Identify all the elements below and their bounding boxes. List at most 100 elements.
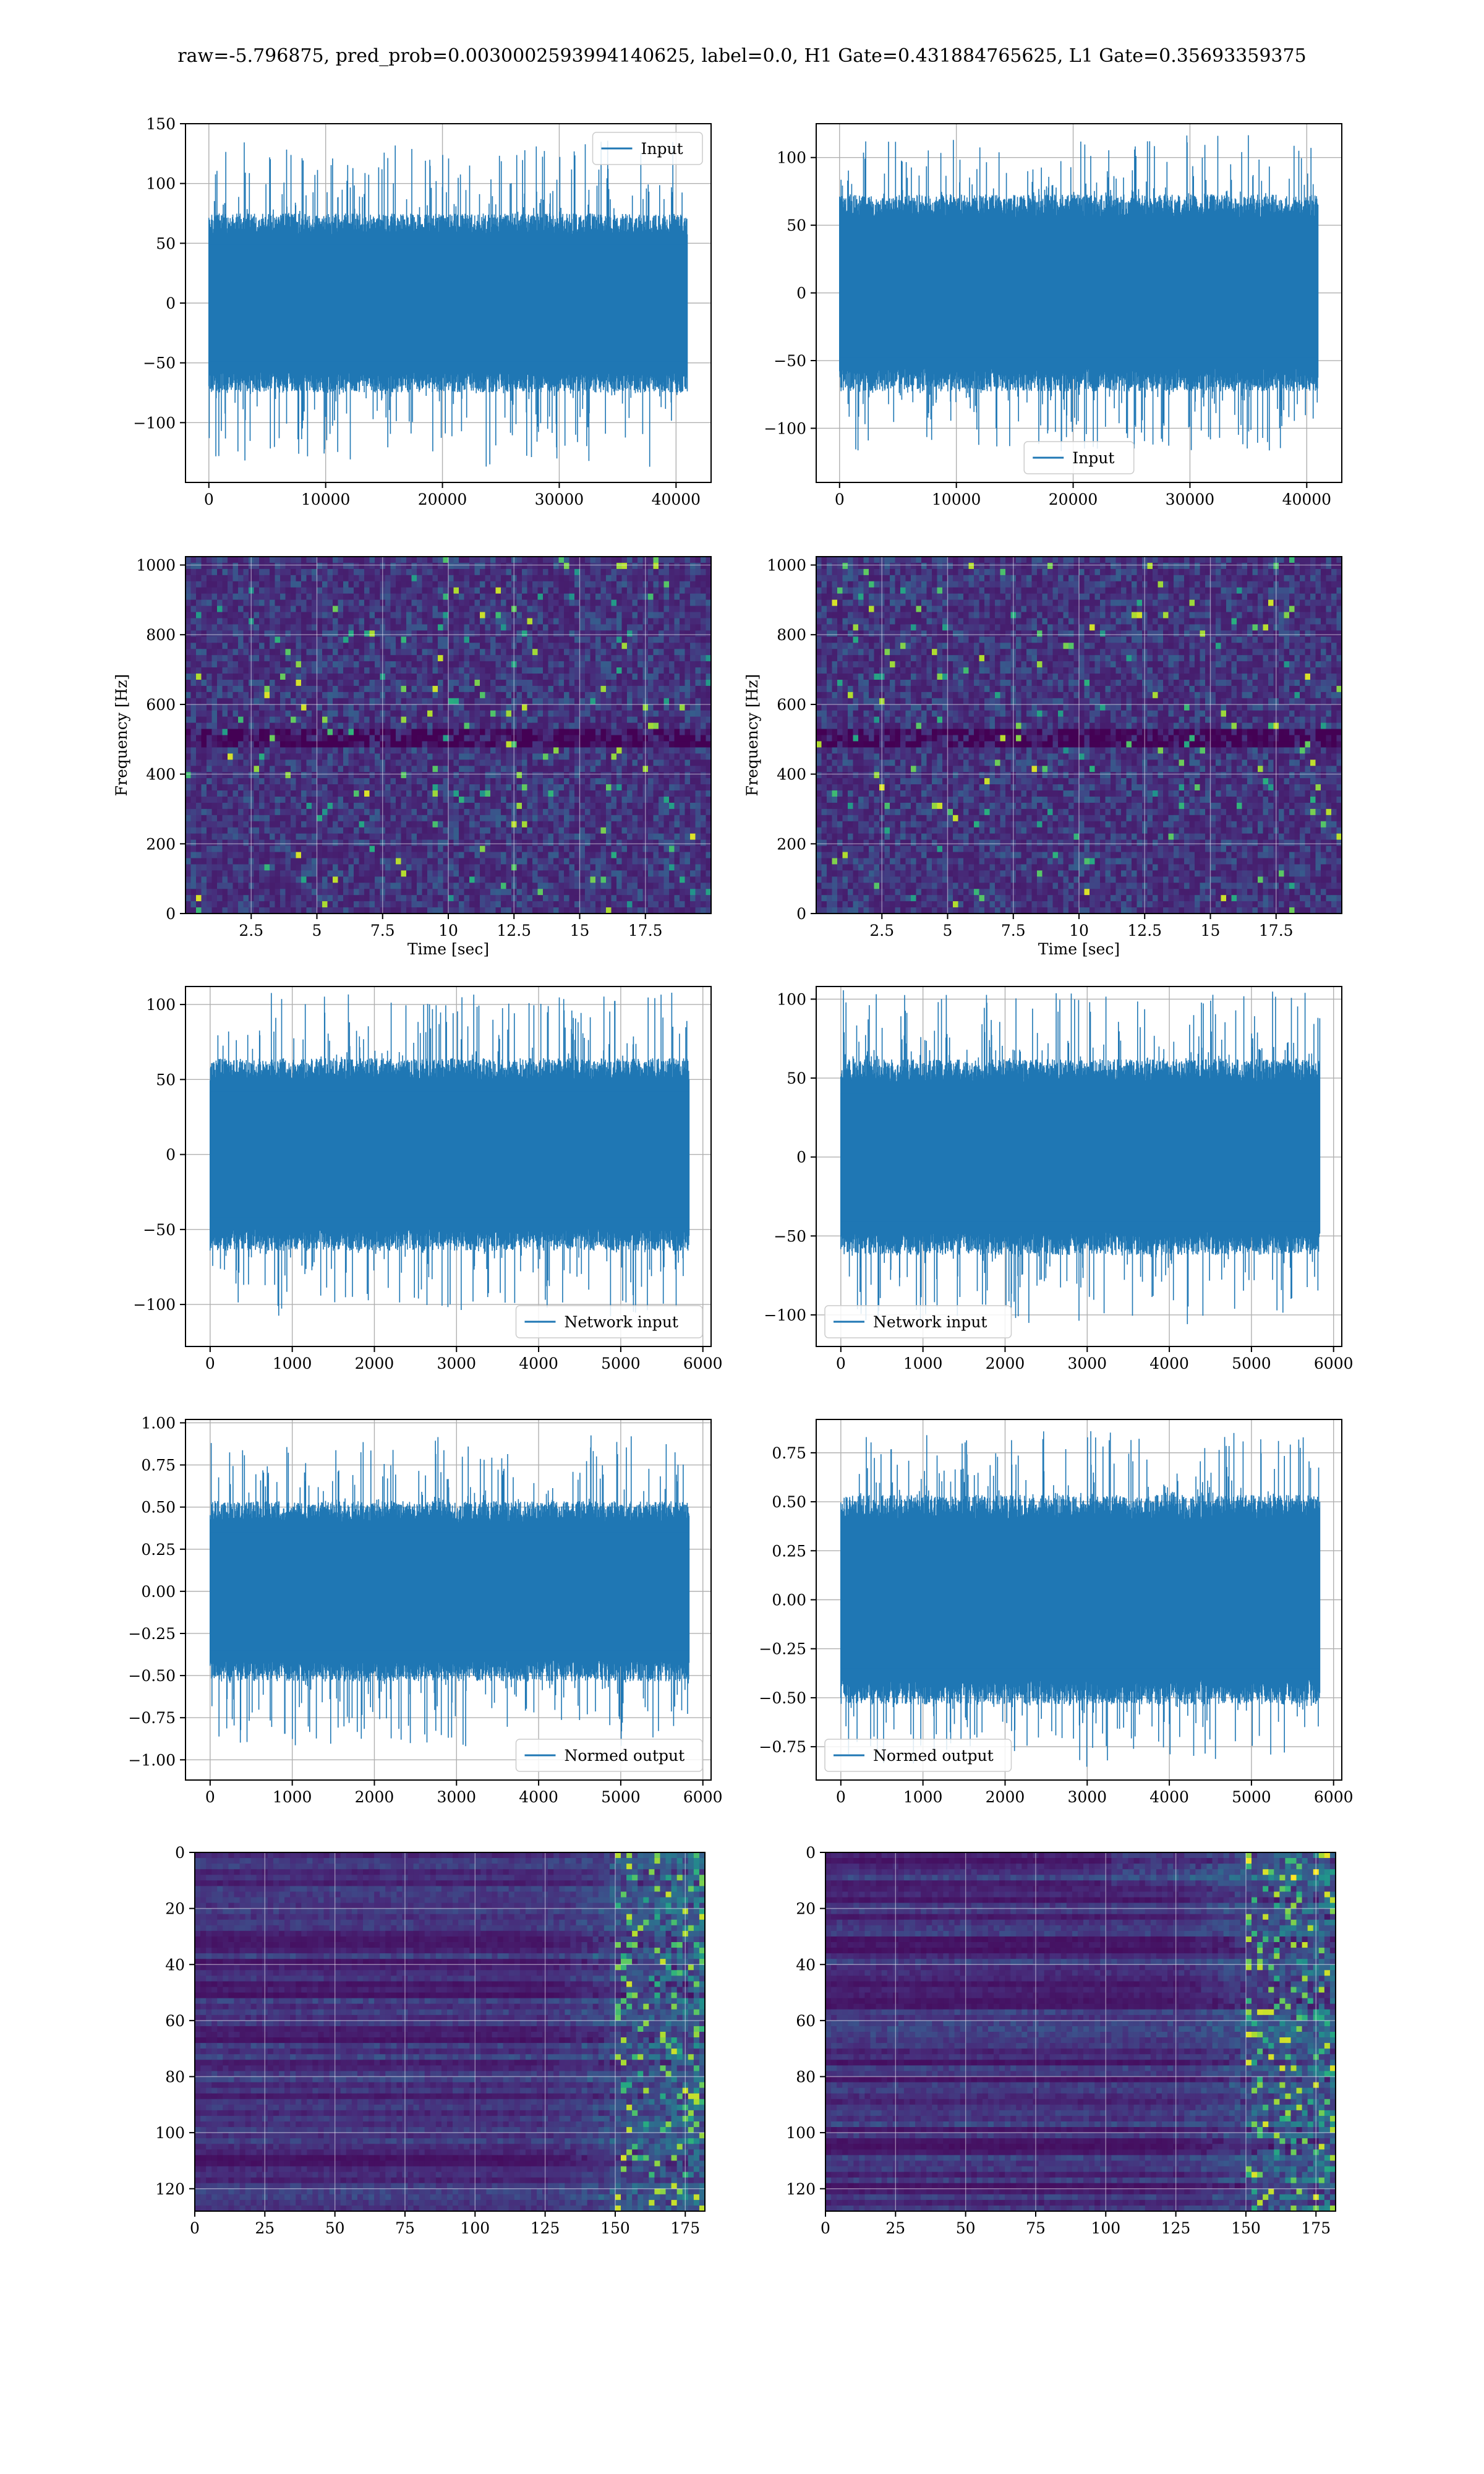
l1-normed-output-xtick-label-3: 3000 bbox=[1067, 1788, 1107, 1806]
figure-suptitle: raw=-5.796875, pred_prob=0.0030002593994… bbox=[177, 45, 1306, 67]
h1-network-input-series-core bbox=[210, 1092, 689, 1218]
h1-spectrogram-xtick-label-0: 2.5 bbox=[239, 922, 263, 940]
h1-network-input-xtick-label-2: 2000 bbox=[355, 1355, 394, 1372]
h1-normed-output-series-core bbox=[210, 1533, 689, 1651]
l1-input-legend-label: Input bbox=[1072, 449, 1114, 467]
l1-network-input-xtick-label-3: 3000 bbox=[1067, 1355, 1107, 1372]
h1-feature-map-ytick-label-4: 80 bbox=[165, 2068, 185, 2086]
h1-input-ytick-label-1: −50 bbox=[143, 354, 176, 372]
l1-feature-map-ytick-label-1: 20 bbox=[796, 1900, 816, 1918]
h1-feature-map-xtick-label-7: 175 bbox=[670, 2219, 700, 2237]
h1-network-input-ytick-label-4: 100 bbox=[146, 996, 176, 1014]
h1-feature-map-ytick-label-3: 60 bbox=[165, 2012, 185, 2030]
l1-feature-map-ytick-label-3: 60 bbox=[796, 2012, 816, 2030]
h1-input-ytick-label-2: 0 bbox=[166, 294, 176, 312]
l1-feature-map-xtick-label-2: 50 bbox=[956, 2219, 976, 2237]
h1-normed-output-ytick-label-2: −0.50 bbox=[128, 1667, 176, 1685]
h1-spectrogram-ytick-label-2: 400 bbox=[146, 766, 176, 784]
h1-spectrogram-ytick-label-1: 200 bbox=[146, 835, 176, 853]
l1-normed-output-ytick-label-1: −0.50 bbox=[759, 1689, 806, 1707]
l1-spectrogram-ytick-label-0: 0 bbox=[796, 905, 806, 923]
l1-spectrogram-xtick-label-2: 7.5 bbox=[1001, 922, 1026, 940]
l1-feature-map-xtick-label-7: 175 bbox=[1301, 2219, 1331, 2237]
subplot-h1-normed-output: 0 1000 2000 3000 4000 5000 6000−1.00−0.75−0.50… bbox=[128, 1414, 722, 1806]
l1-spectrogram-xtick-label-5: 15 bbox=[1201, 922, 1221, 940]
l1-network-input-ytick-label-1: −50 bbox=[774, 1227, 806, 1245]
h1-normed-output-ytick-label-4: 0.00 bbox=[141, 1583, 176, 1601]
l1-network-input-xtick-label-4: 4000 bbox=[1149, 1355, 1189, 1372]
l1-input-ytick-label-3: 50 bbox=[787, 216, 806, 234]
l1-feature-map-ytick-label-5: 100 bbox=[786, 2124, 816, 2142]
l1-feature-map-xtick-label-3: 75 bbox=[1026, 2219, 1046, 2237]
l1-feature-map-image bbox=[825, 1852, 1336, 2212]
h1-network-input-ytick-label-3: 50 bbox=[156, 1071, 176, 1089]
l1-normed-output-ytick-label-4: 0.25 bbox=[772, 1542, 806, 1560]
subplot-l1-network-input: 0 1000 2000 3000 4000 5000 6000−100−50050100Ne… bbox=[764, 987, 1353, 1372]
h1-feature-map-image bbox=[195, 1852, 706, 2212]
l1-feature-map-ytick-label-2: 40 bbox=[796, 1956, 816, 1974]
h1-normed-output-ytick-label-7: 0.75 bbox=[141, 1457, 176, 1475]
h1-spectrogram-xtick-label-3: 10 bbox=[438, 922, 458, 940]
h1-network-input-xtick-label-5: 5000 bbox=[601, 1355, 641, 1372]
h1-input-xtick-label-3: 30000 bbox=[535, 490, 584, 508]
h1-network-input-xtick-label-6: 6000 bbox=[683, 1355, 723, 1372]
l1-network-input-ytick-label-2: 0 bbox=[796, 1149, 806, 1166]
l1-normed-output-ytick-label-2: −0.25 bbox=[759, 1640, 806, 1658]
l1-normed-output-legend: Normed output bbox=[825, 1739, 1012, 1771]
h1-normed-output-ytick-label-5: 0.25 bbox=[141, 1541, 176, 1559]
l1-normed-output-legend-label: Normed output bbox=[873, 1747, 994, 1765]
l1-normed-output-xtick-label-0: 0 bbox=[836, 1788, 846, 1806]
l1-network-input-ytick-label-3: 50 bbox=[787, 1069, 806, 1087]
h1-network-input-ytick-label-2: 0 bbox=[166, 1146, 176, 1164]
l1-network-input-xtick-label-2: 2000 bbox=[986, 1355, 1025, 1372]
l1-normed-output-xtick-label-1: 1000 bbox=[903, 1788, 943, 1806]
l1-spectrogram-ylabel: Frequency [Hz] bbox=[743, 674, 761, 797]
l1-network-input-xtick-label-5: 5000 bbox=[1232, 1355, 1271, 1372]
h1-network-input-xtick-label-3: 3000 bbox=[437, 1355, 476, 1372]
l1-normed-output-xtick-label-2: 2000 bbox=[986, 1788, 1025, 1806]
h1-network-input-xtick-label-0: 0 bbox=[205, 1355, 215, 1372]
h1-input-xtick-label-1: 10000 bbox=[301, 490, 351, 508]
l1-normed-output-ytick-label-6: 0.75 bbox=[772, 1444, 806, 1462]
l1-input-series-core bbox=[840, 228, 1318, 357]
l1-normed-output-xtick-label-6: 6000 bbox=[1314, 1788, 1354, 1806]
l1-spectrogram-xlabel: Time [sec] bbox=[1038, 940, 1120, 958]
l1-spectrogram-ytick-label-3: 600 bbox=[777, 696, 806, 714]
h1-feature-map-xtick-label-1: 25 bbox=[255, 2219, 275, 2237]
l1-network-input-legend: Network input bbox=[825, 1306, 1012, 1338]
l1-feature-map-xtick-label-1: 25 bbox=[885, 2219, 905, 2237]
h1-input-series-core bbox=[209, 244, 688, 361]
h1-input-ytick-label-5: 150 bbox=[146, 115, 176, 133]
h1-feature-map-xtick-label-2: 50 bbox=[325, 2219, 345, 2237]
l1-spectrogram-ytick-label-5: 1000 bbox=[767, 557, 806, 575]
h1-feature-map-ytick-label-6: 120 bbox=[155, 2180, 185, 2198]
h1-feature-map-ytick-label-1: 20 bbox=[165, 1900, 185, 1918]
l1-spectrogram-xtick-label-4: 12.5 bbox=[1127, 922, 1162, 940]
h1-normed-output-xtick-label-6: 6000 bbox=[683, 1788, 723, 1806]
h1-normed-output-xtick-label-5: 5000 bbox=[601, 1788, 641, 1806]
l1-spectrogram-ytick-label-2: 400 bbox=[777, 766, 806, 784]
h1-normed-output-xtick-label-3: 3000 bbox=[437, 1788, 476, 1806]
l1-network-input-xtick-label-0: 0 bbox=[836, 1355, 846, 1372]
l1-normed-output-ytick-label-5: 0.50 bbox=[772, 1493, 806, 1511]
h1-spectrogram-ylabel: Frequency [Hz] bbox=[113, 674, 130, 797]
h1-spectrogram-xlabel: Time [sec] bbox=[407, 940, 489, 958]
l1-feature-map-ytick-label-6: 120 bbox=[786, 2180, 816, 2198]
l1-spectrogram-ytick-label-1: 200 bbox=[777, 835, 806, 853]
l1-spectrogram-xtick-label-1: 5 bbox=[943, 922, 953, 940]
h1-network-input-ytick-label-1: −50 bbox=[143, 1221, 176, 1239]
l1-input-xtick-label-2: 20000 bbox=[1049, 490, 1098, 508]
h1-feature-map-xtick-label-3: 75 bbox=[395, 2219, 415, 2237]
h1-input-xtick-label-4: 40000 bbox=[652, 490, 701, 508]
h1-network-input-xtick-label-1: 1000 bbox=[273, 1355, 312, 1372]
h1-feature-map-xtick-label-0: 0 bbox=[190, 2219, 200, 2237]
h1-input-ytick-label-3: 50 bbox=[156, 234, 176, 252]
l1-network-input-series-core bbox=[841, 1093, 1320, 1221]
l1-input-xtick-label-1: 10000 bbox=[932, 490, 981, 508]
l1-spectrogram-xtick-label-3: 10 bbox=[1069, 922, 1089, 940]
h1-spectrogram-ytick-label-0: 0 bbox=[166, 905, 176, 923]
h1-spectrogram-ytick-label-4: 800 bbox=[146, 626, 176, 644]
